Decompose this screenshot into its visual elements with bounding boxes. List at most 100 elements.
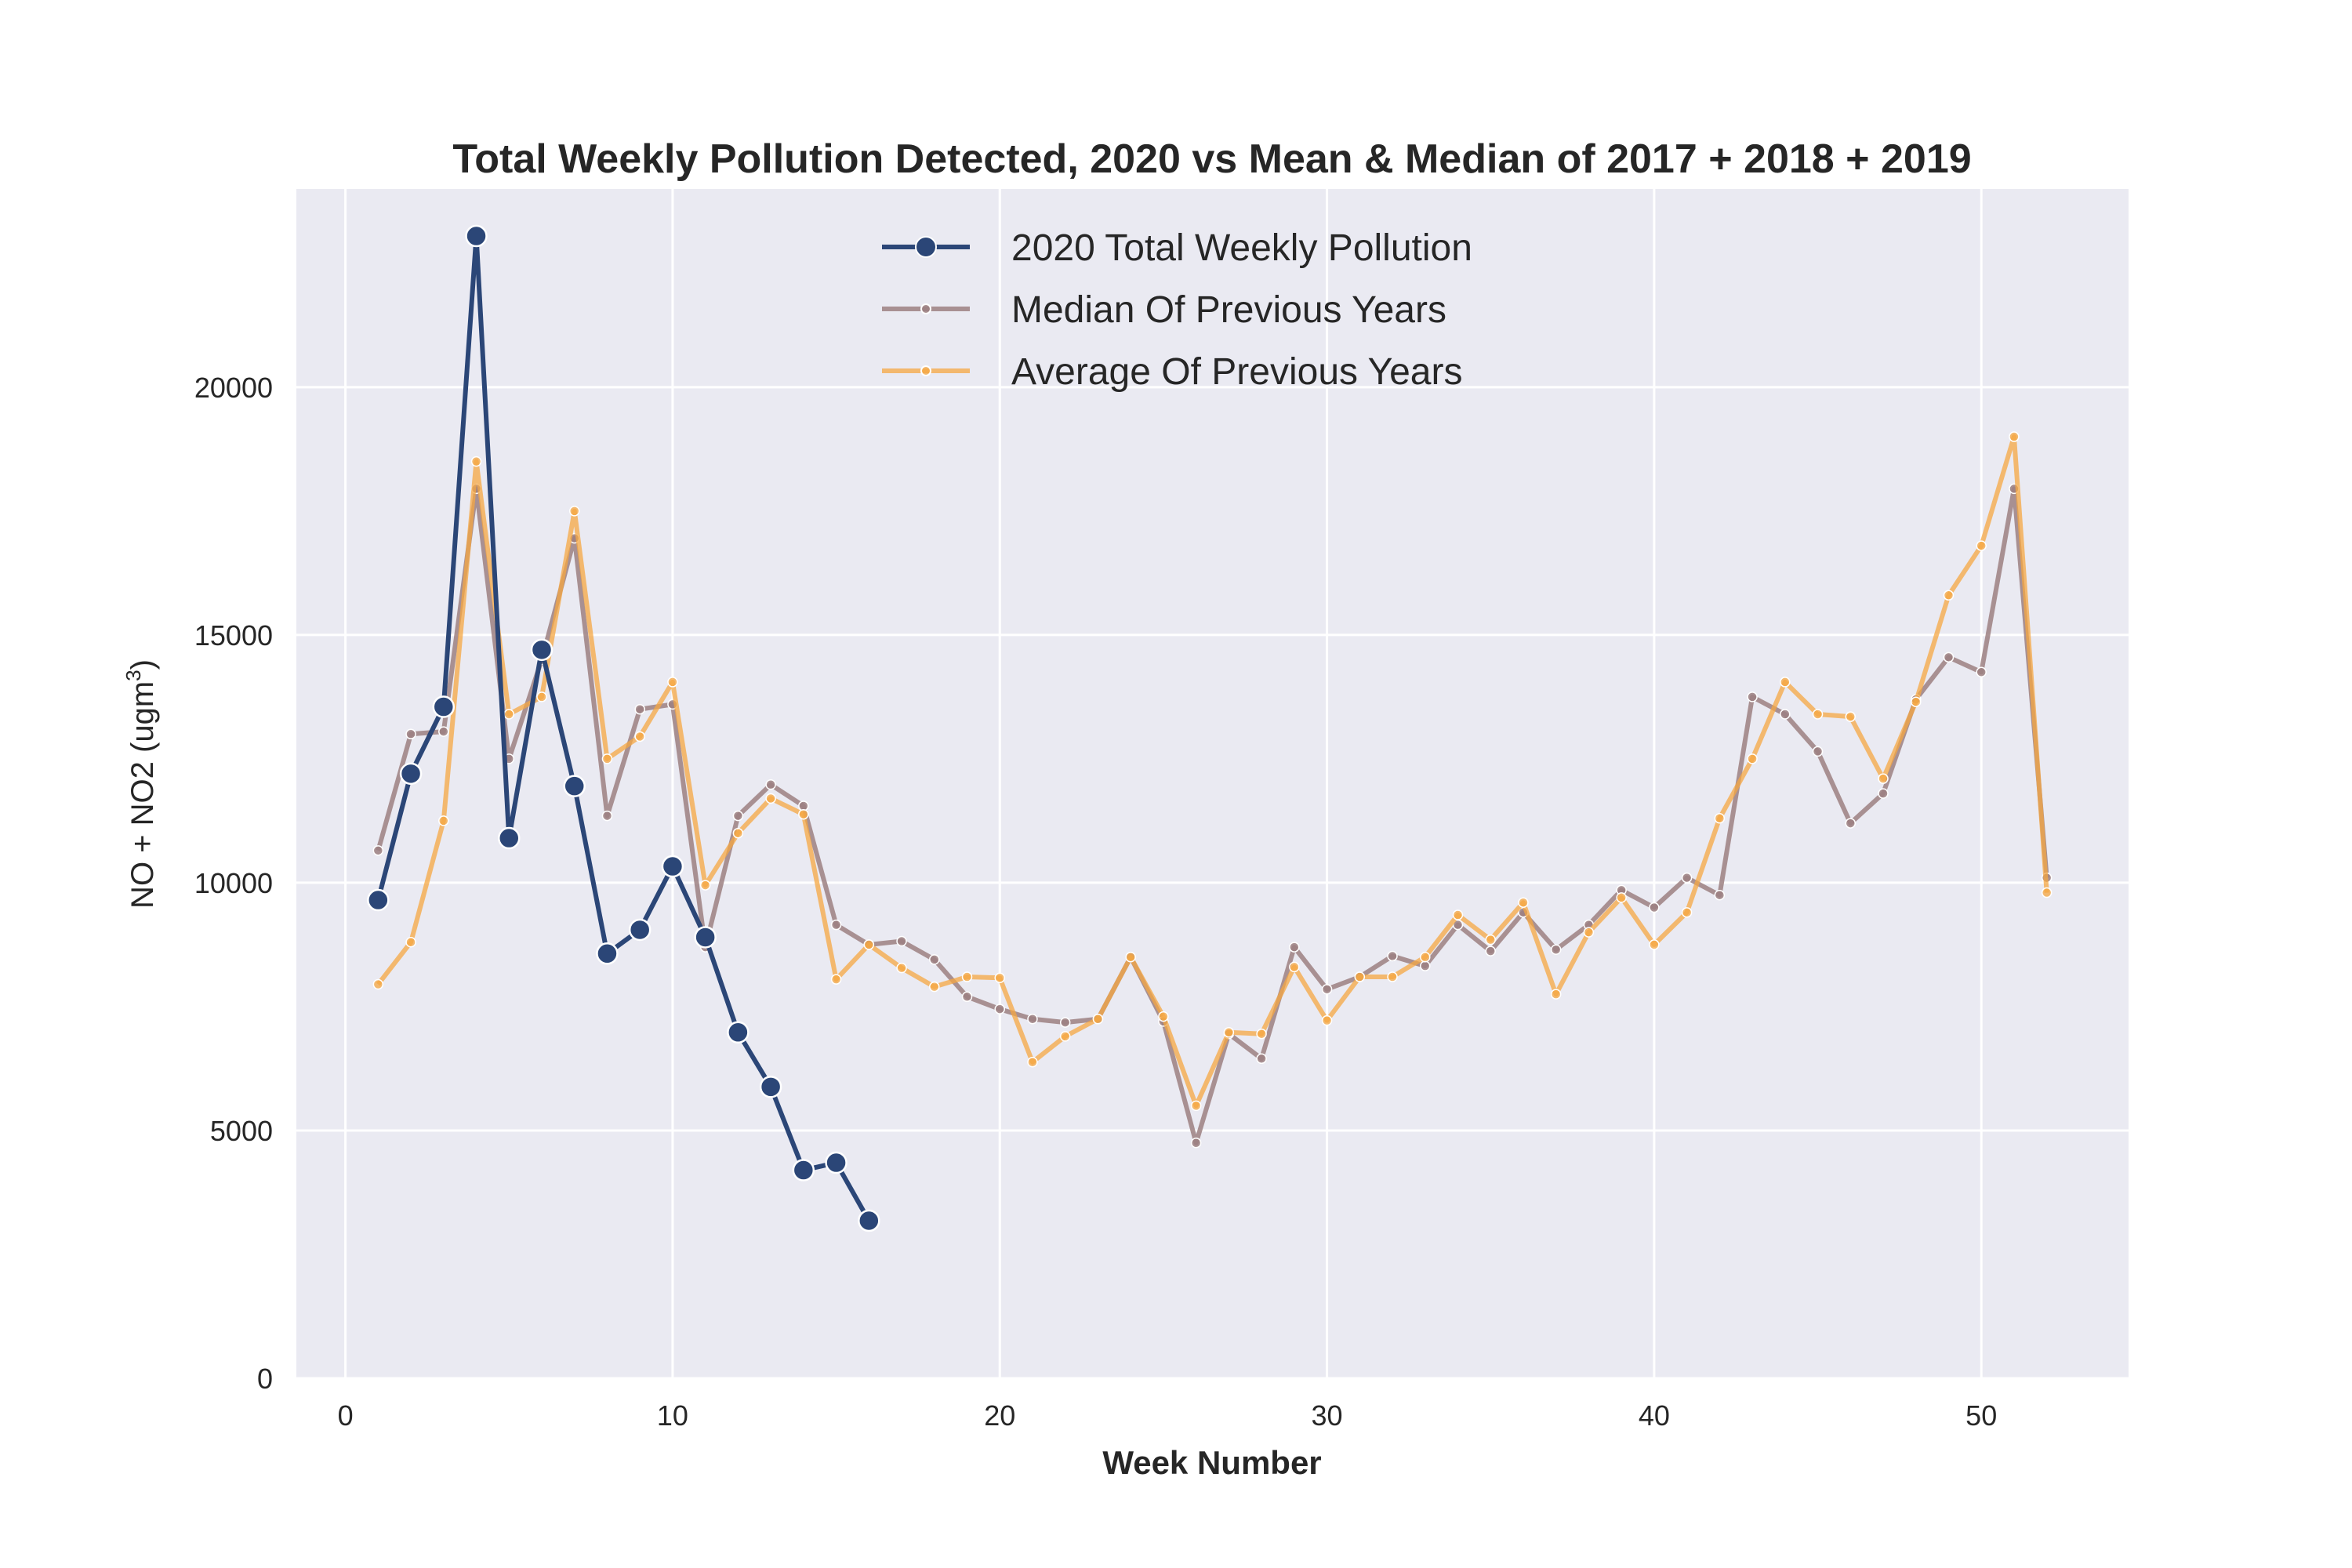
series-median-point	[961, 991, 973, 1003]
legend-label-series-2020: 2020 Total Weekly Pollution	[1011, 227, 1472, 269]
series-average-point	[1845, 711, 1857, 722]
series-average-point	[1583, 927, 1595, 938]
series-average-point	[1518, 897, 1529, 908]
series-2020-point	[465, 224, 488, 248]
legend: 2020 Total Weekly Pollution Median Of Pre…	[882, 227, 1472, 393]
series-2020-point	[498, 826, 521, 850]
series-average-point	[667, 677, 678, 688]
series-average-point	[1027, 1056, 1038, 1068]
x-tick-label: 10	[657, 1399, 688, 1432]
y-tick-label: 15000	[194, 619, 273, 652]
x-tick-label: 0	[338, 1399, 354, 1432]
series-average-point	[1943, 590, 1955, 601]
legend-marker-series-average	[920, 365, 931, 376]
series-2020-point	[661, 855, 684, 878]
series-average-point	[1681, 907, 1693, 918]
series-average	[372, 431, 2053, 1112]
series-average-point	[1321, 1014, 1333, 1026]
series-2020	[367, 224, 880, 1232]
series-median-point	[1780, 709, 1791, 720]
y-ticks: 0 5000 10000 15000 20000	[194, 372, 273, 1395]
x-tick-label: 20	[984, 1399, 1015, 1432]
series-average-point	[1387, 971, 1398, 982]
series-average-point	[601, 753, 613, 764]
series-average-point	[1649, 939, 1660, 950]
series-2020-point	[399, 762, 423, 786]
series-median-point	[438, 726, 449, 737]
series-average-point	[1158, 1011, 1169, 1022]
x-tick-label: 50	[1965, 1399, 1997, 1432]
series-layer	[367, 224, 2053, 1232]
y-tick-label: 5000	[210, 1115, 273, 1147]
series-average-line	[376, 434, 2049, 1109]
series-median-point	[1485, 946, 1496, 956]
y-axis-label: NO + NO2 (ugm3)	[122, 659, 160, 909]
series-average-point	[1714, 812, 1726, 824]
series-average-point	[536, 691, 547, 702]
series-average-point	[1256, 1028, 1267, 1040]
series-average-point	[2009, 431, 2020, 442]
x-tick-label: 30	[1312, 1399, 1343, 1432]
series-average-point	[1878, 773, 1889, 784]
series-median-point	[601, 810, 613, 822]
series-median-point	[1256, 1053, 1267, 1065]
series-median-point	[1190, 1138, 1202, 1149]
series-median-point	[1976, 666, 1987, 678]
series-median-point	[765, 779, 776, 790]
series-2020-point	[367, 888, 390, 912]
series-2020-point	[432, 695, 456, 718]
series-average-point	[1354, 971, 1366, 982]
series-median-point	[830, 919, 842, 931]
series-median-point	[1812, 746, 1824, 757]
series-median-point	[1027, 1013, 1038, 1025]
series-median-point	[1321, 984, 1333, 995]
series-2020-point	[628, 918, 652, 942]
y-tick-label: 10000	[194, 867, 273, 899]
legend-label-series-average: Average Of Previous Years	[1011, 351, 1462, 393]
series-average-point	[1747, 753, 1758, 764]
series-2020-point	[759, 1076, 782, 1098]
x-axis-label: Week Number	[1102, 1444, 1321, 1481]
legend-marker-series-2020	[915, 236, 937, 258]
series-average-point	[961, 971, 973, 982]
series-average-point	[1420, 951, 1431, 963]
series-average-point	[1289, 961, 1300, 973]
series-average-point	[1812, 709, 1824, 720]
series-average-point	[1125, 951, 1136, 963]
series-average-point	[994, 972, 1005, 984]
x-tick-label: 40	[1639, 1399, 1670, 1432]
series-average-point	[732, 827, 744, 839]
series-average-point	[2041, 887, 2053, 898]
series-median-point	[1747, 691, 1758, 702]
y-tick-label: 20000	[194, 372, 273, 404]
series-2020-point	[858, 1209, 880, 1232]
series-average-point	[1780, 677, 1791, 688]
y-axis-label-sup: 3	[122, 670, 145, 681]
series-average-point	[503, 709, 515, 720]
series-average-point	[1059, 1031, 1071, 1042]
series-2020-point	[563, 775, 586, 797]
series-average-point	[1550, 989, 1562, 1000]
series-median-point	[1059, 1017, 1071, 1028]
series-median-point	[1420, 960, 1431, 971]
grid	[296, 189, 2129, 1380]
series-average-point	[929, 981, 940, 993]
series-median-point	[1550, 944, 1562, 955]
series-average-point	[470, 456, 482, 467]
series-2020-point	[825, 1151, 848, 1174]
series-median-point	[1943, 652, 1955, 663]
y-axis-label-main: NO + NO2 (ugm	[125, 681, 160, 909]
series-median-point	[1878, 788, 1889, 799]
series-median-point	[1649, 902, 1660, 913]
series-median-point	[896, 935, 907, 947]
series-2020-point	[530, 638, 554, 662]
series-average-point	[765, 793, 776, 804]
series-median-point	[732, 810, 744, 822]
chart-title: Total Weekly Pollution Detected, 2020 vs…	[452, 136, 1971, 182]
series-average-point	[699, 880, 711, 891]
series-average-point	[405, 937, 416, 948]
series-average-point	[1910, 696, 1922, 707]
series-2020-line	[376, 234, 871, 1222]
series-median-point	[1387, 950, 1398, 962]
